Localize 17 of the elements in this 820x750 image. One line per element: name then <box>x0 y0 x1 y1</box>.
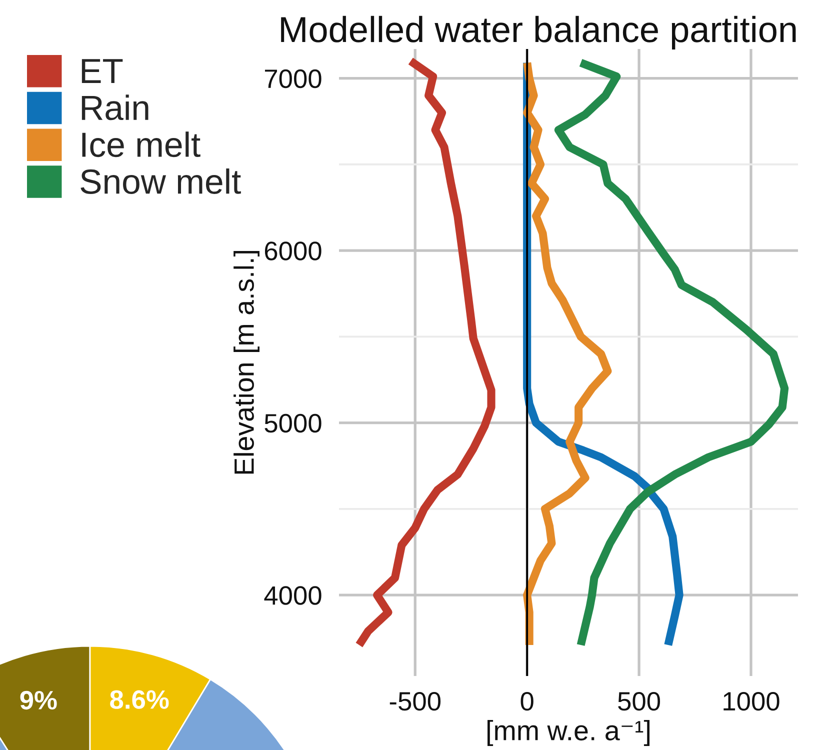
legend-label: Snow melt <box>80 168 241 194</box>
data-label: 9% <box>20 690 57 710</box>
y-tick-label: 4000 <box>264 586 322 605</box>
y-tick-label: 5000 <box>264 414 322 433</box>
x-tick-label: 500 <box>618 692 660 711</box>
x-axis-title: [mm w.e. a⁻¹] <box>488 720 650 746</box>
data-label: 8.6% <box>110 690 169 709</box>
y-axis-title: Elevation [m a.s.l.] <box>234 251 260 474</box>
x-tick-label: 0 <box>520 692 534 711</box>
legend-label: Rain <box>82 94 148 120</box>
legend-label: ET <box>82 59 123 83</box>
legend-label: Ice melt <box>82 132 200 158</box>
y-tick-label: 6000 <box>264 242 322 260</box>
y-tick-label: 7000 <box>264 69 322 88</box>
x-tick-label: -500 <box>390 692 441 711</box>
x-tick-label: 1000 <box>724 692 780 711</box>
chart-title: Modelled water balance partition <box>281 16 796 50</box>
